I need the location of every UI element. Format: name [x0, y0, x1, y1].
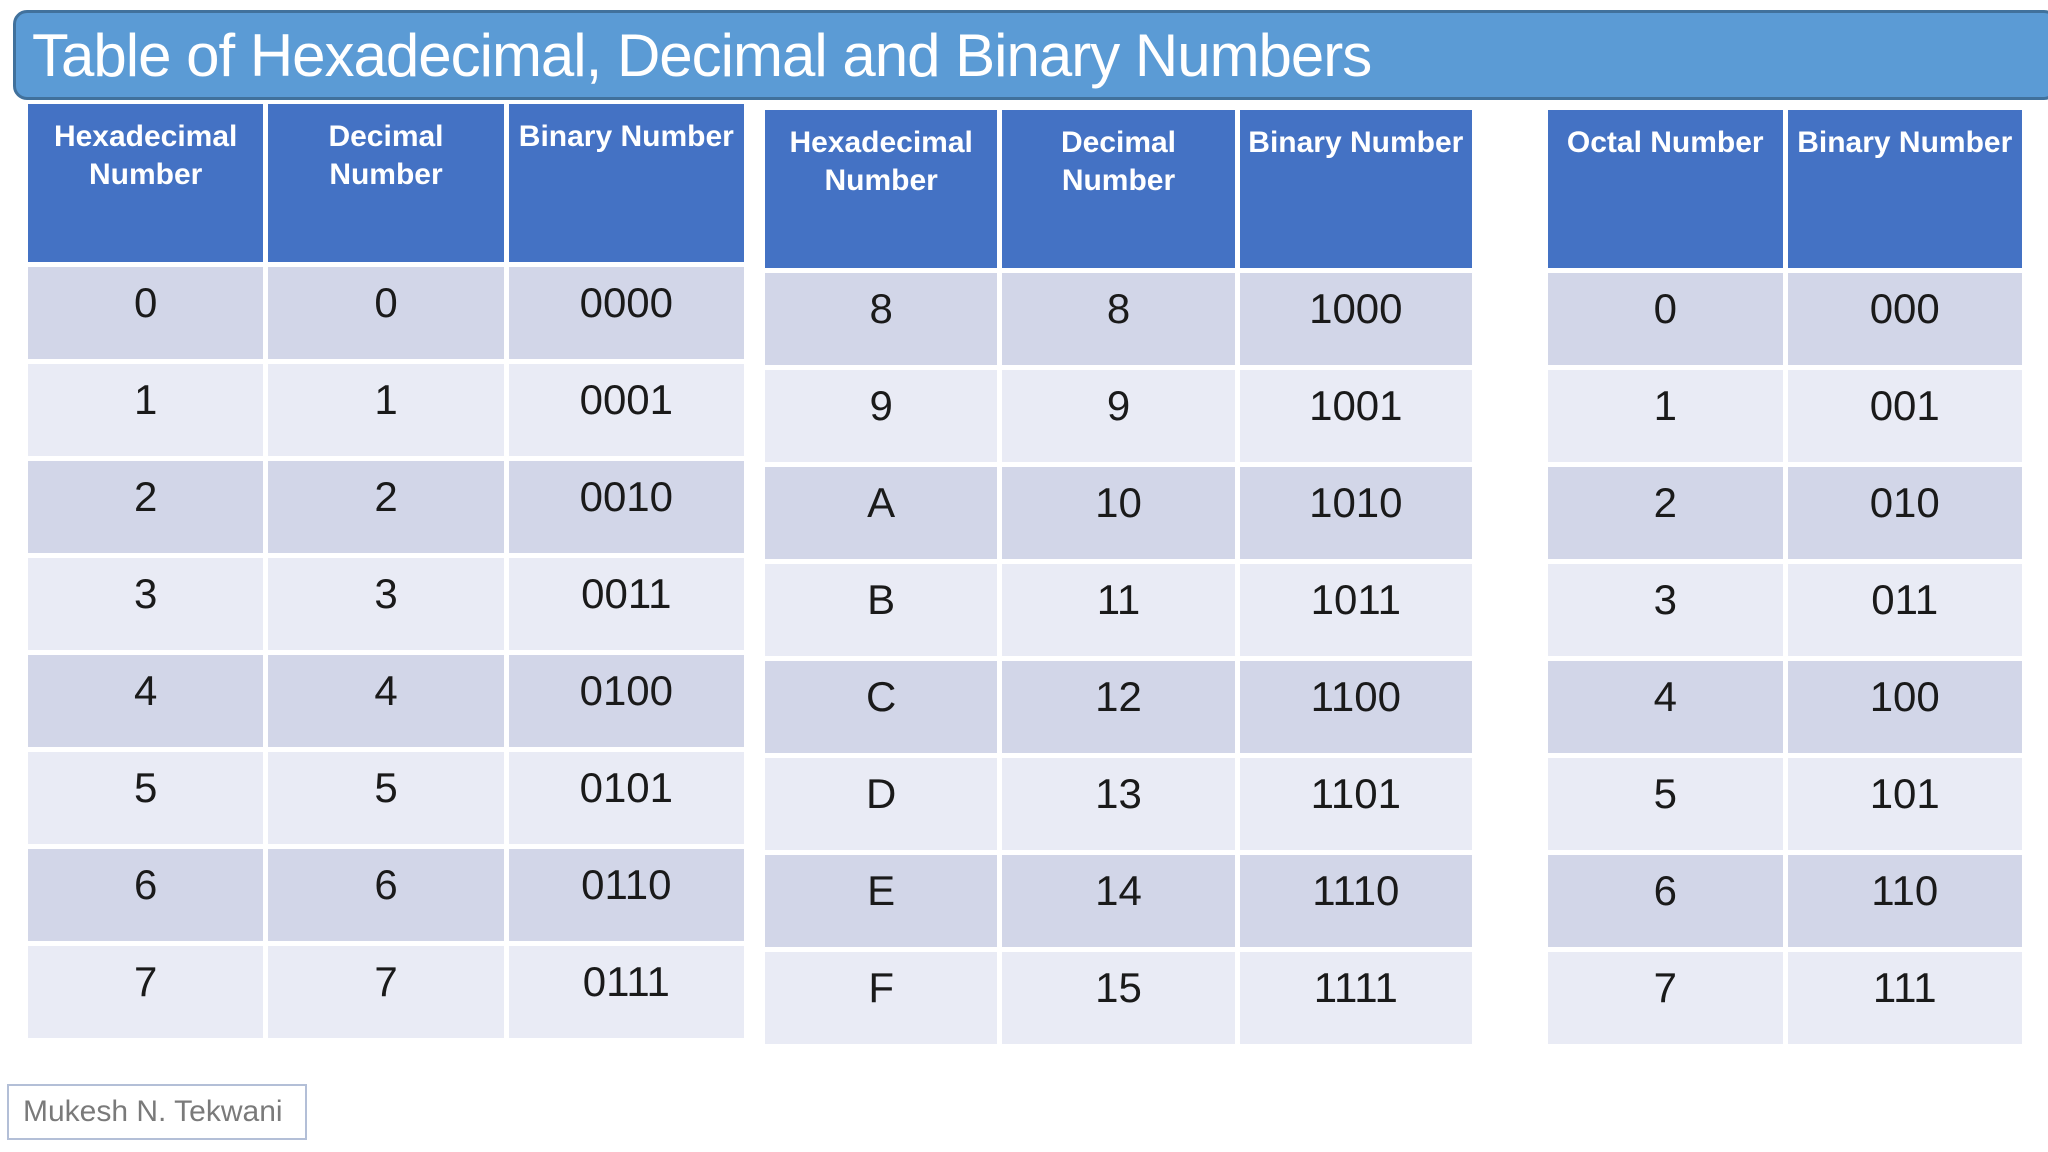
table-cell: 1010 — [1239, 467, 1472, 559]
table-cell: 5 — [1548, 758, 1783, 850]
table-cell: 1101 — [1239, 758, 1472, 850]
table-cell: 000 — [1787, 273, 2022, 365]
column-header: Decimal Number — [1002, 110, 1235, 268]
table-cell: 0001 — [508, 364, 744, 456]
table-cell: 3 — [268, 558, 504, 650]
table-cell: 1001 — [1239, 370, 1472, 462]
table-hex-dec-bin-8-15: Hexadecimal Number Decimal Number Binary N… — [765, 110, 1472, 1044]
table-cell: A — [765, 467, 998, 559]
table-cell: 110 — [1787, 855, 2022, 947]
column-header: Binary Number — [1787, 110, 2022, 268]
table-cell: 111 — [1787, 952, 2022, 1044]
table-cell: 7 — [268, 946, 504, 1038]
table-cell: 0011 — [508, 558, 744, 650]
slide-title: Table of Hexadecimal, Decimal and Binary… — [32, 21, 1372, 89]
table-cell: 0010 — [508, 461, 744, 553]
table-cell: 3 — [28, 558, 264, 650]
table-hex-dec-bin-0-7: Hexadecimal Number Decimal Number Binary N… — [28, 104, 744, 1038]
table-cell: 1011 — [1239, 564, 1472, 656]
column-header: Binary Number — [508, 104, 744, 262]
table-cell: 8 — [1002, 273, 1235, 365]
table-cell: 010 — [1787, 467, 2022, 559]
column-header: Decimal Number — [268, 104, 504, 262]
table-cell: 1 — [28, 364, 264, 456]
table-cell: 4 — [28, 655, 264, 747]
table-cell: 100 — [1787, 661, 2022, 753]
table-cell: 10 — [1002, 467, 1235, 559]
table-cell: 0111 — [508, 946, 744, 1038]
attribution-text: Mukesh N. Tekwani — [23, 1095, 283, 1128]
table-cell: 001 — [1787, 370, 2022, 462]
table-cell: 12 — [1002, 661, 1235, 753]
slide-title-bar: Table of Hexadecimal, Decimal and Binary… — [13, 10, 2048, 100]
table-cell: 0 — [1548, 273, 1783, 365]
table-cell: 2 — [28, 461, 264, 553]
table-cell: 15 — [1002, 952, 1235, 1044]
table-cell: 2 — [268, 461, 504, 553]
table-cell: 4 — [268, 655, 504, 747]
table-cell: 7 — [1548, 952, 1783, 1044]
table-cell: 11 — [1002, 564, 1235, 656]
table-cell: 5 — [28, 752, 264, 844]
table-cell: 14 — [1002, 855, 1235, 947]
table-cell: 1000 — [1239, 273, 1472, 365]
column-header: Binary Number — [1239, 110, 1472, 268]
table-cell: 0100 — [508, 655, 744, 747]
table-cell: F — [765, 952, 998, 1044]
table-cell: 6 — [28, 849, 264, 941]
table-cell: 0000 — [508, 267, 744, 359]
table-cell: 1 — [1548, 370, 1783, 462]
table-cell: 6 — [268, 849, 504, 941]
table-cell: 13 — [1002, 758, 1235, 850]
table-cell: 1110 — [1239, 855, 1472, 947]
table-cell: 101 — [1787, 758, 2022, 850]
table-cell: E — [765, 855, 998, 947]
table-cell: 1111 — [1239, 952, 1472, 1044]
table-cell: B — [765, 564, 998, 656]
column-header: Octal Number — [1548, 110, 1783, 268]
table-cell: 9 — [765, 370, 998, 462]
table-cell: 1 — [268, 364, 504, 456]
table-cell: 8 — [765, 273, 998, 365]
column-header: Hexadecimal Number — [765, 110, 998, 268]
table-cell: 011 — [1787, 564, 2022, 656]
table-cell: 2 — [1548, 467, 1783, 559]
table-cell: 4 — [1548, 661, 1783, 753]
table-cell: C — [765, 661, 998, 753]
table-cell: 0101 — [508, 752, 744, 844]
table-cell: 6 — [1548, 855, 1783, 947]
table-cell: 0110 — [508, 849, 744, 941]
table-cell: 5 — [268, 752, 504, 844]
attribution-box: Mukesh N. Tekwani — [7, 1084, 307, 1140]
table-cell: 1100 — [1239, 661, 1472, 753]
table-cell: 0 — [28, 267, 264, 359]
table-cell: 7 — [28, 946, 264, 1038]
table-octal-binary: Octal Number Binary Number 0 000 1 001 2 010 3 01… — [1548, 110, 2022, 1044]
column-header: Hexadecimal Number — [28, 104, 264, 262]
table-cell: 3 — [1548, 564, 1783, 656]
table-cell: 9 — [1002, 370, 1235, 462]
table-cell: D — [765, 758, 998, 850]
table-cell: 0 — [268, 267, 504, 359]
